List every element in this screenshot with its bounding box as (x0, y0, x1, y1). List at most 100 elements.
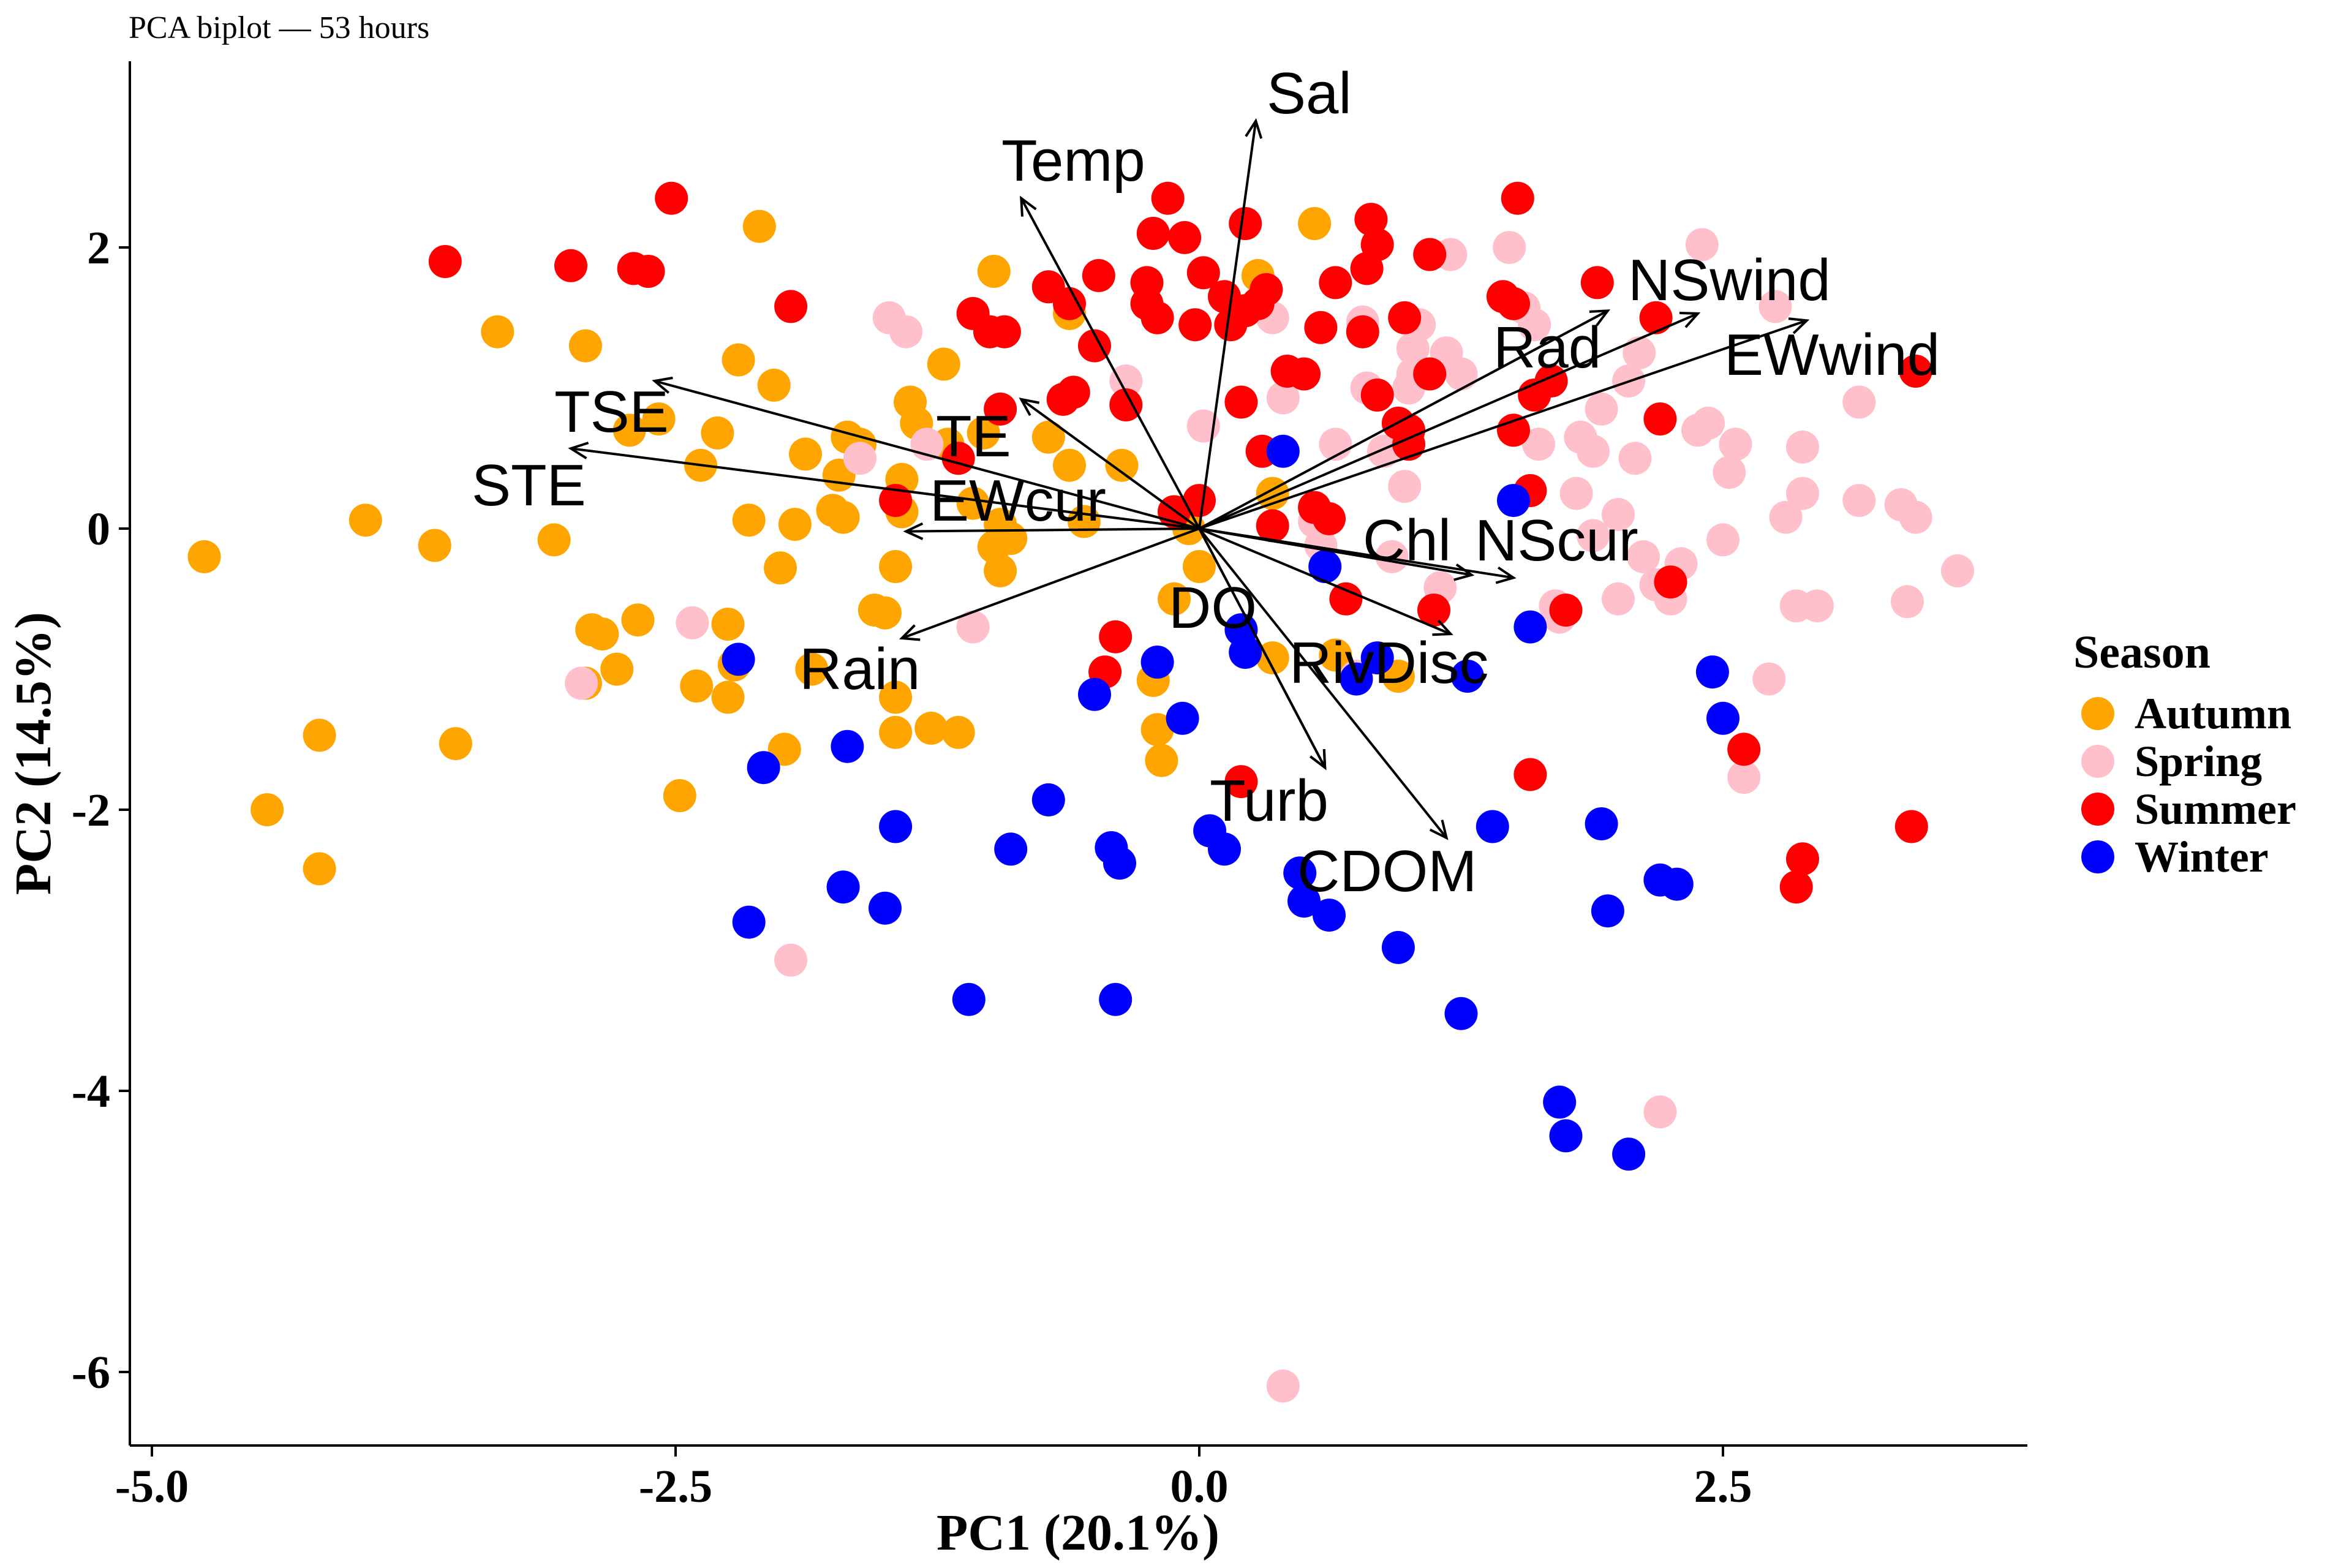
point-summer (1654, 565, 1687, 599)
arrowhead-nswind (1679, 312, 1701, 328)
point-winter (831, 729, 864, 763)
point-spring (1585, 392, 1618, 426)
point-autumn (600, 652, 634, 686)
point-winter (1340, 662, 1373, 696)
arrowhead-do (1432, 619, 1453, 636)
arrowhead-sal (1245, 118, 1263, 139)
point-winter (879, 810, 913, 843)
y-axis-ticks: -6 -4 -2 0 2 (72, 222, 130, 1398)
arrowhead-rad (1589, 309, 1611, 326)
point-summer (1894, 810, 1928, 843)
point-spring (1752, 662, 1786, 696)
y-tick-label: -6 (72, 1347, 110, 1398)
legend-title: Season (2073, 627, 2211, 678)
point-summer (1580, 266, 1614, 300)
loading-arrows (568, 118, 1810, 840)
legend-label-autumn: Autumn (2135, 689, 2291, 738)
point-autumn (711, 608, 745, 641)
loading-label-rivdisc: RivDisc (1289, 630, 1488, 696)
point-summer (1388, 301, 1422, 334)
legend-label-spring: Spring (2135, 737, 2262, 786)
point-summer (1497, 287, 1530, 320)
point-summer (1899, 355, 1932, 388)
point-summer (1136, 217, 1170, 250)
point-spring (1758, 290, 1792, 323)
point-autumn (1145, 744, 1178, 777)
point-autumn (439, 727, 472, 761)
point-summer (987, 315, 1021, 349)
point-winter (1103, 846, 1136, 880)
point-autumn (956, 486, 990, 520)
point-winter (1031, 783, 1065, 816)
point-winter (1513, 610, 1547, 644)
point-winter (1444, 997, 1478, 1030)
arrowhead-rain (899, 624, 921, 641)
point-summer (1354, 203, 1388, 236)
legend-label-summer: Summer (2135, 785, 2296, 834)
point-autumn (1298, 207, 1332, 240)
point-winter (1308, 550, 1342, 583)
point-autumn (1031, 420, 1065, 454)
point-summer (1224, 765, 1258, 799)
point-autumn (722, 343, 755, 377)
point-summer (1417, 594, 1450, 627)
point-autumn (879, 550, 913, 583)
point-spring (1522, 428, 1555, 461)
point-autumn (537, 523, 571, 557)
point-autumn (742, 209, 776, 243)
arrow-ewwind (1199, 319, 1807, 530)
point-winter (1099, 982, 1133, 1016)
point-summer (655, 181, 688, 215)
loading-label-te: TE (936, 404, 1011, 469)
point-winter (1287, 884, 1321, 918)
point-autumn (642, 402, 676, 435)
point-spring (843, 442, 876, 475)
legend-key-winter (2081, 840, 2114, 873)
point-autumn (879, 680, 913, 714)
arrowhead-temp (1020, 195, 1037, 217)
point-spring (1375, 540, 1409, 573)
point-spring (1685, 228, 1719, 262)
point-autumn (879, 715, 913, 749)
point-spring (1719, 428, 1752, 461)
arrowhead-turb (1310, 749, 1327, 771)
point-winter (1543, 1085, 1577, 1119)
point-autumn (711, 680, 745, 714)
point-autumn (701, 416, 734, 450)
point-autumn (795, 652, 829, 686)
point-summer (1313, 502, 1346, 535)
point-summer (1287, 357, 1321, 391)
point-summer (1229, 207, 1262, 240)
point-summer (879, 484, 913, 518)
point-winter (1229, 636, 1262, 669)
point-spring (1891, 585, 1924, 619)
point-spring (1623, 336, 1656, 370)
point-spring (1692, 406, 1725, 440)
y-axis-title: PC2 (14.5%) (5, 612, 62, 895)
arrow-sal (1198, 121, 1257, 529)
point-spring (565, 666, 598, 700)
point-winter (1612, 1137, 1646, 1171)
scatter-points (187, 181, 1974, 1403)
y-tick-label: 2 (87, 222, 110, 274)
point-winter (994, 832, 1028, 866)
point-autumn (1319, 638, 1352, 672)
arrowhead-tse (652, 376, 673, 394)
point-spring (1727, 761, 1761, 794)
point-winter (1706, 701, 1740, 735)
point-summer (428, 245, 462, 278)
point-spring (1786, 477, 1819, 510)
point-autumn (1256, 641, 1289, 675)
loading-label-turb: Turb (1210, 768, 1329, 834)
x-tick-label: 0.0 (1170, 1461, 1229, 1512)
point-winter (869, 891, 902, 925)
point-spring (1627, 540, 1660, 573)
arrowhead-cdom (1429, 820, 1449, 840)
point-winter (732, 905, 766, 939)
point-summer (1413, 238, 1447, 271)
arrow-rain (901, 527, 1200, 639)
arrow-te (1020, 398, 1200, 530)
point-autumn (1053, 448, 1086, 482)
point-autumn (251, 793, 284, 826)
